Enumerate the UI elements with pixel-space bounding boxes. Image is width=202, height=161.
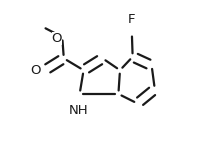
- Text: F: F: [128, 13, 136, 26]
- Text: O: O: [52, 32, 62, 45]
- Text: O: O: [30, 64, 41, 77]
- Text: NH: NH: [69, 104, 89, 117]
